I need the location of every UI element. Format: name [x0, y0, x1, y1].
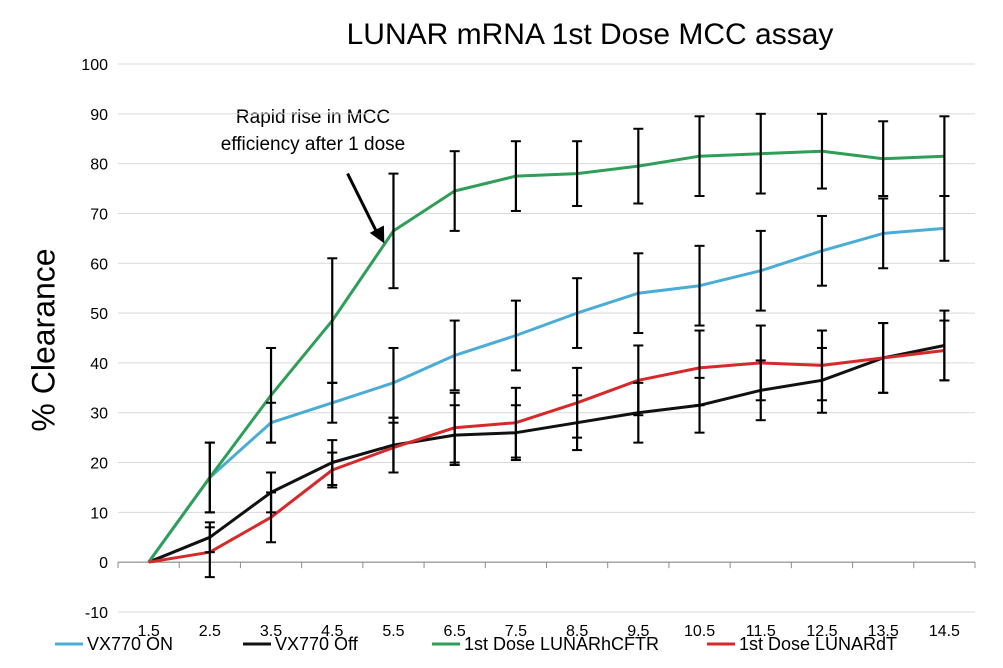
y-tick-label: 90: [90, 107, 108, 124]
x-tick-label: 11.5: [746, 623, 776, 640]
y-tick-label: 50: [90, 306, 108, 323]
x-tick-label: 14.5: [929, 623, 960, 640]
series-line-1: [147, 226, 945, 564]
x-tick-label: 3.5: [260, 623, 282, 640]
annotation-line-2: efficiency after 1 dose: [220, 134, 406, 155]
x-tick-label: 10.5: [684, 623, 715, 640]
legend-label-3: 1st Dose LUNARhCFTR: [464, 634, 659, 654]
x-tick-label: 1.5: [137, 623, 159, 640]
y-tick-label: 100: [81, 57, 108, 74]
x-tick-label: 4.5: [321, 623, 343, 640]
series-line-3: [147, 149, 945, 564]
y-tick-label: 10: [90, 505, 108, 522]
annotation-arrow-shaft: [346, 172, 381, 239]
annotation-line-1: Rapid rise in MCC: [235, 107, 391, 128]
x-tick-label: 6.5: [444, 623, 466, 640]
x-tick-label: 12.5: [806, 623, 837, 640]
annotation-arrow-head: [369, 225, 385, 244]
legend-label-4: 1st Dose LUNARdT: [739, 634, 897, 654]
annotation-text: Rapid rise in MCC efficiency after 1 dos…: [178, 104, 448, 158]
y-tick-label: 80: [90, 157, 108, 174]
y-tick-label: 60: [90, 256, 108, 273]
y-tick-label: 0: [99, 555, 108, 572]
y-tick-label: 20: [90, 456, 108, 473]
x-tick-label: 9.5: [627, 623, 649, 640]
y-tick-label: 70: [90, 206, 108, 223]
y-tick-label: 30: [90, 406, 108, 423]
x-tick-label: 2.5: [199, 623, 221, 640]
chart-title: LUNAR mRNA 1st Dose MCC assay: [346, 18, 834, 51]
x-tick-label: 5.5: [382, 623, 404, 640]
legend-label-2: VX770 Off: [275, 634, 359, 654]
legend-label-1: VX770 ON: [87, 634, 173, 654]
x-tick-label: 8.5: [566, 623, 588, 640]
y-tick-label: 40: [90, 356, 108, 373]
x-tick-label: 13.5: [868, 623, 899, 640]
y-tick-label: -10: [85, 605, 108, 622]
x-tick-label: 7.5: [505, 623, 527, 640]
series-line-4: [148, 349, 945, 564]
series-line-2: [148, 344, 945, 564]
